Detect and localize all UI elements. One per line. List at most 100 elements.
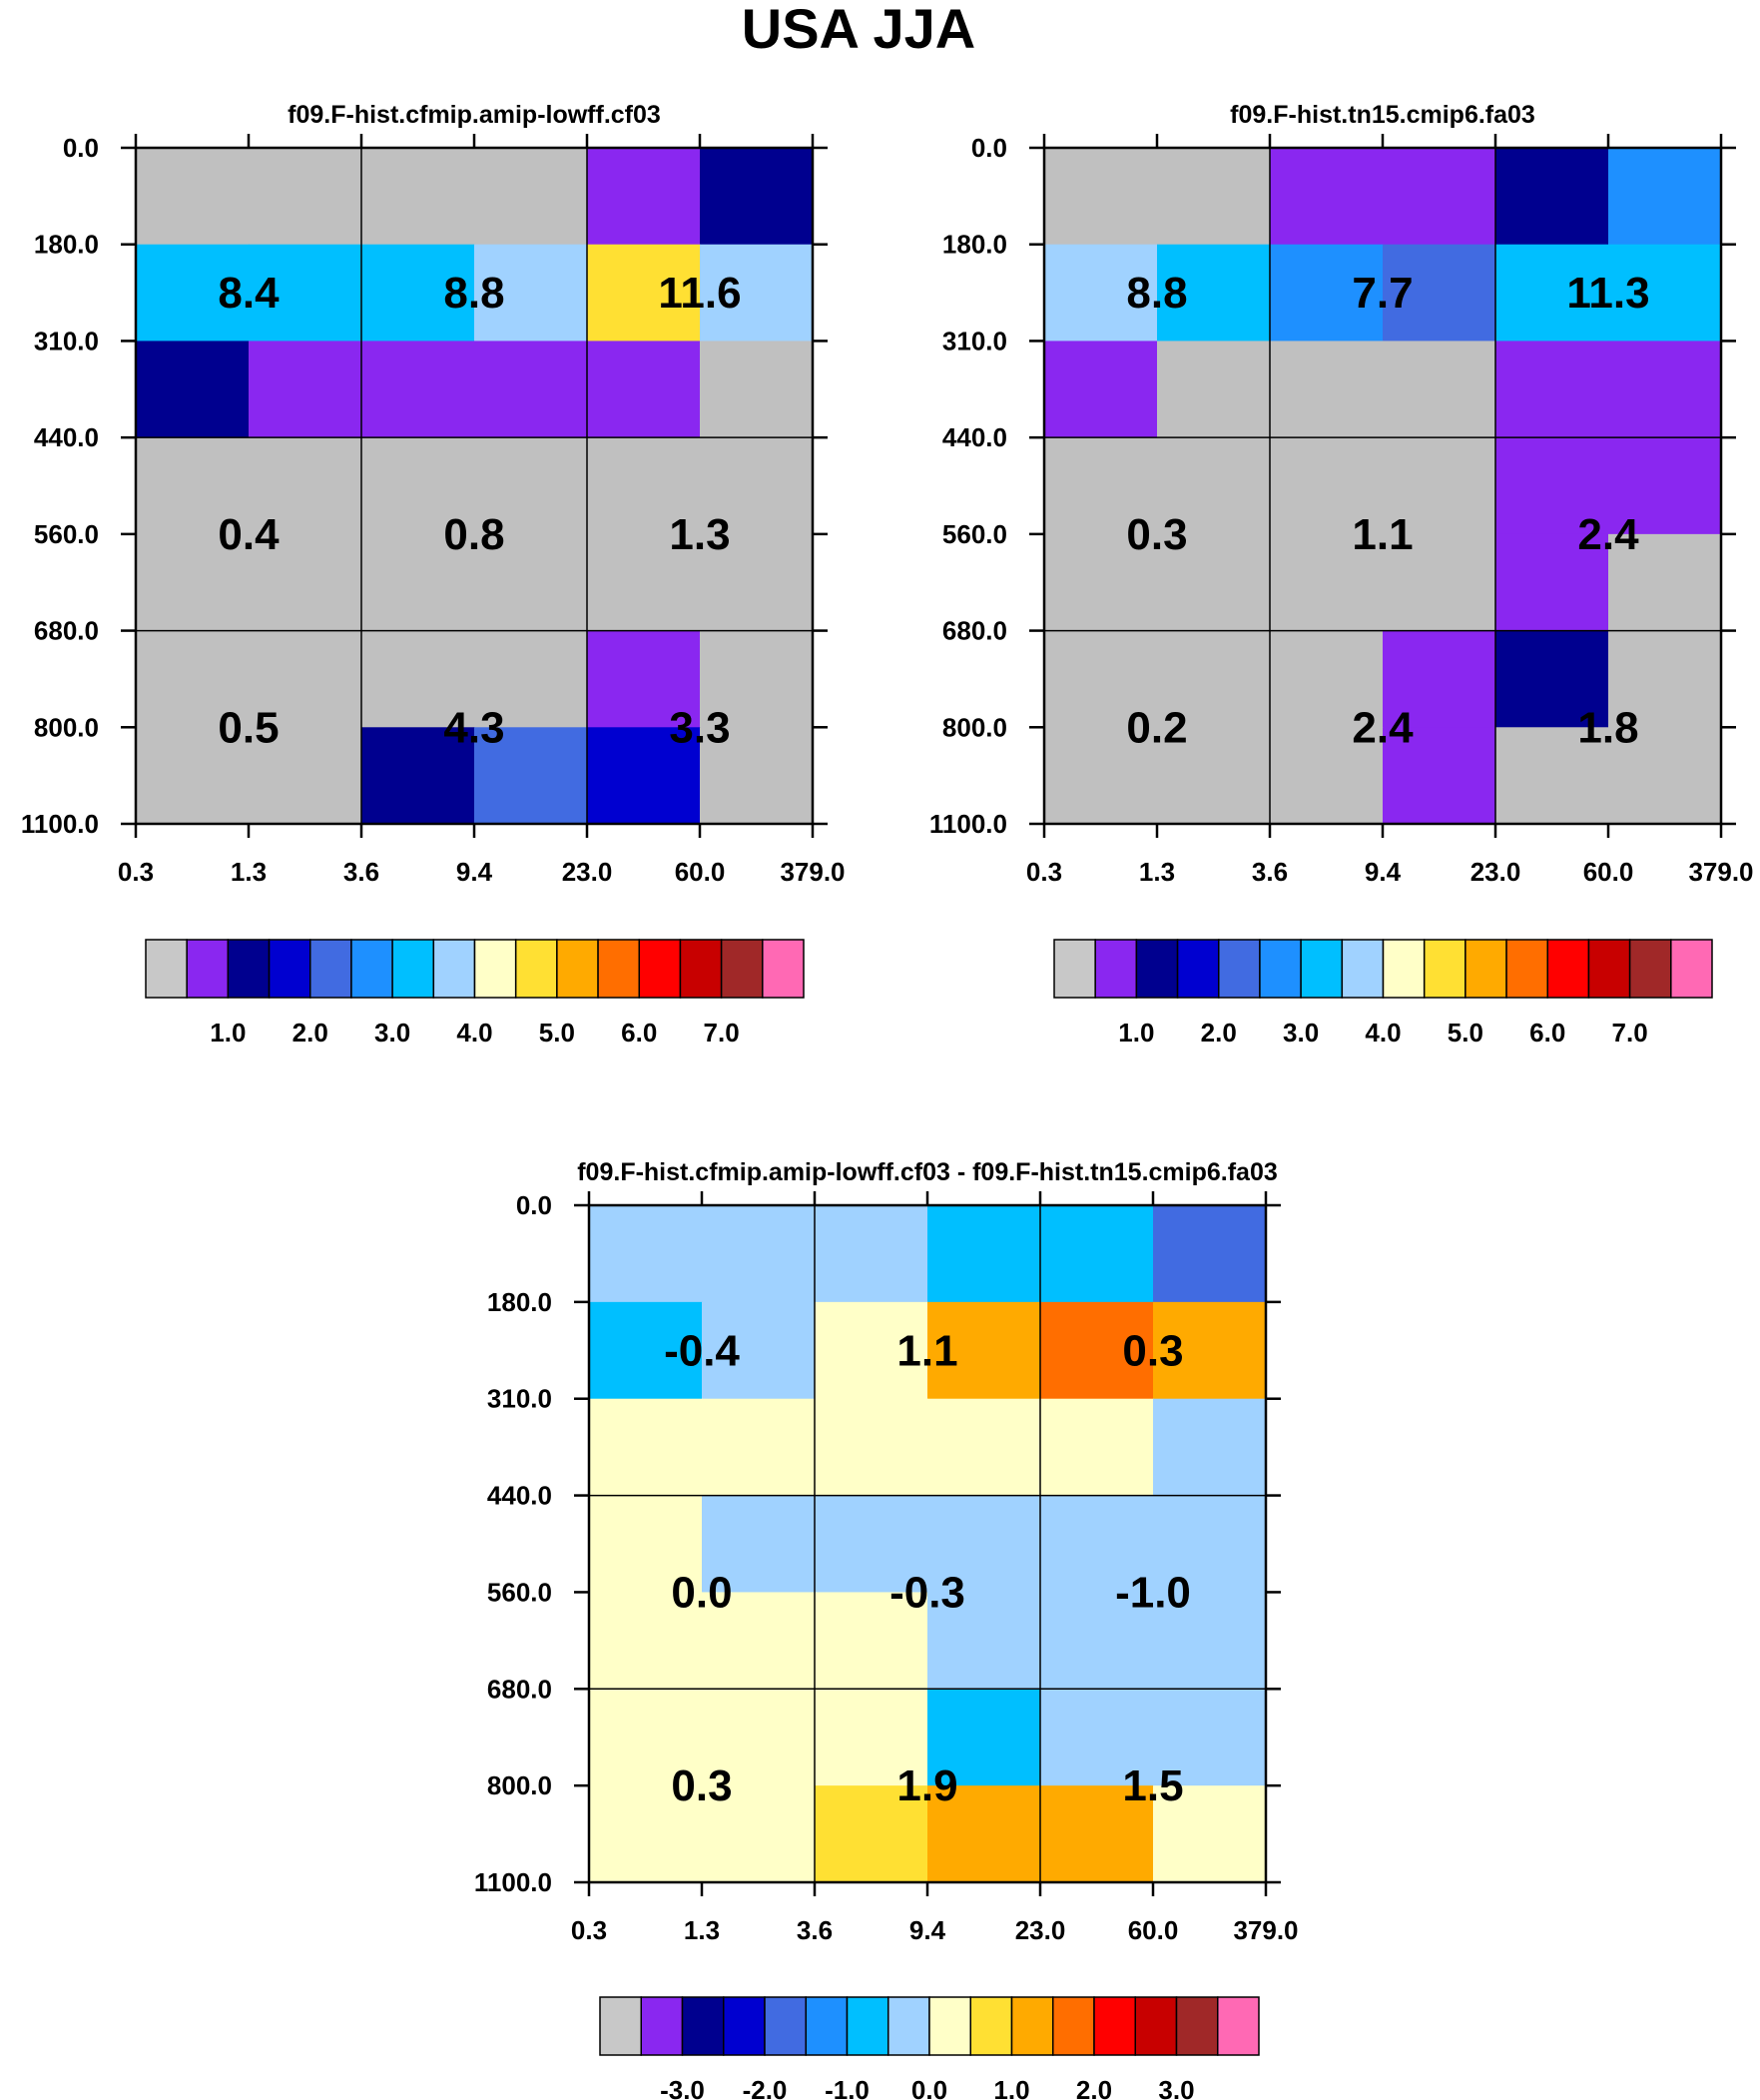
- colorbar-box: [887, 1996, 930, 2056]
- colorbar-box: [1587, 939, 1631, 999]
- colorbar-box: [1341, 939, 1385, 999]
- data-label: 8.8: [443, 269, 504, 318]
- data-label: 0.3: [1122, 1326, 1183, 1375]
- colorbar-box: [723, 1996, 766, 2056]
- heatmap-cell: [361, 244, 475, 343]
- x-tick-label: 0.3: [118, 857, 154, 887]
- heatmap-cell: [1495, 437, 1609, 535]
- colorbar-box: [1052, 1996, 1095, 2056]
- x-tick-label: 1.3: [684, 1915, 720, 1945]
- x-tick-label: 0.3: [571, 1915, 607, 1945]
- x-tick-label: 0.3: [1026, 857, 1062, 887]
- heatmap-cell: [1040, 1592, 1154, 1690]
- data-label: 2.4: [1577, 510, 1639, 559]
- panel-title: f09.F-hist.cfmip.amip-lowff.cf03 - f09.F…: [577, 1158, 1278, 1186]
- heatmap-cell: [1383, 148, 1496, 246]
- colorbar-box: [969, 1996, 1013, 2056]
- heatmap-cell: [474, 630, 588, 728]
- heatmap-cell: [1383, 727, 1496, 825]
- heatmap-cell: [1153, 1689, 1267, 1786]
- colorbar-box: [1175, 1996, 1219, 2056]
- x-tick-label: 1.3: [231, 857, 267, 887]
- heatmap-cell: [589, 1398, 703, 1497]
- heatmap-cell: [1157, 727, 1271, 825]
- heatmap-cell: [1495, 630, 1609, 728]
- colorbar-box: [1670, 939, 1713, 999]
- heatmap-cell: [1044, 437, 1158, 535]
- colorbar-tick-label: 5.0: [1448, 1018, 1483, 1048]
- heatmap-cell: [587, 533, 701, 632]
- colorbar-box: [1382, 939, 1426, 999]
- heatmap-cell: [1040, 1689, 1154, 1786]
- heatmap-cell: [1044, 148, 1158, 246]
- heatmap-cell: [361, 341, 475, 438]
- heatmap-cell: [587, 727, 701, 825]
- y-tick-label: 560.0: [942, 519, 1007, 549]
- data-label: 4.3: [443, 703, 504, 752]
- heatmap-cell: [1608, 533, 1722, 632]
- colorbar-box: [1423, 939, 1467, 999]
- heatmap-cell: [136, 437, 250, 535]
- y-tick-label: 310.0: [34, 326, 99, 355]
- heatmap-cell: [815, 1205, 928, 1303]
- colorbar-tick-label: 4.0: [456, 1018, 492, 1048]
- heatmap-cell: [1608, 244, 1722, 343]
- x-tick-label: 23.0: [1470, 857, 1521, 887]
- heatmap-cell: [589, 1785, 703, 1883]
- colorbar-box: [1465, 939, 1507, 999]
- heatmap-cell: [1383, 244, 1496, 343]
- heatmap-cell: [700, 437, 814, 535]
- heatmap-cell: [1270, 630, 1384, 728]
- y-tick-label: 1100.0: [474, 1867, 552, 1897]
- heatmap-cell: [136, 341, 250, 438]
- heatmap-cell: [1153, 1592, 1267, 1690]
- heatmap-cell: [927, 1785, 1041, 1883]
- colorbar-box: [350, 939, 393, 999]
- data-label: 3.3: [669, 703, 730, 752]
- y-tick-label: 180.0: [487, 1287, 552, 1317]
- y-tick-label: 0.0: [971, 133, 1007, 163]
- heatmap-cell: [702, 1785, 816, 1883]
- heatmap-cell: [136, 727, 250, 825]
- heatmap-cell: [1040, 1785, 1154, 1883]
- heatmap-cell: [1495, 341, 1609, 438]
- colorbar-box: [432, 939, 476, 999]
- colorbar-box: [764, 1996, 807, 2056]
- panel-title: f09.F-hist.tn15.cmip6.fa03: [1230, 101, 1535, 129]
- heatmap-cell: [815, 1689, 928, 1786]
- heatmap-cell: [249, 533, 362, 632]
- heatmap-cell: [700, 727, 814, 825]
- heatmap-cell: [1383, 341, 1496, 438]
- heatmap-cell: [815, 1495, 928, 1594]
- heatmap-cell: [249, 437, 362, 535]
- heatmap-cell: [361, 727, 475, 825]
- colorbar-box: [679, 939, 723, 999]
- heatmap-cell: [700, 630, 814, 728]
- heatmap-cell: [1608, 630, 1722, 728]
- heatmap-cell: [1040, 1205, 1154, 1303]
- heatmap-cell: [927, 1495, 1041, 1594]
- heatmap-cell: [1153, 1301, 1267, 1400]
- heatmap-cell: [589, 1301, 703, 1400]
- colorbar-box: [1135, 939, 1179, 999]
- heatmap-cell: [587, 437, 701, 535]
- colorbar-tick-label: -1.0: [825, 2075, 870, 2100]
- y-tick-label: 680.0: [487, 1674, 552, 1704]
- heatmap-cell: [361, 630, 475, 728]
- y-tick-label: 310.0: [487, 1384, 552, 1414]
- colorbar-box: [1094, 939, 1138, 999]
- colorbar-box: [268, 939, 311, 999]
- heatmap-cell: [1608, 727, 1722, 825]
- heatmap-cell: [1040, 1495, 1154, 1594]
- colorbar-tick-label: 3.0: [1283, 1018, 1319, 1048]
- data-label: 7.7: [1352, 269, 1413, 318]
- heatmap-cell: [927, 1592, 1041, 1690]
- heatmap-cell: [700, 533, 814, 632]
- data-label: 1.5: [1122, 1761, 1183, 1810]
- colorbar-box: [1218, 939, 1261, 999]
- colorbar-tick-label: 3.0: [374, 1018, 410, 1048]
- heatmap-cell: [587, 244, 701, 343]
- heatmap-cell: [474, 533, 588, 632]
- heatmap-cell: [1040, 1398, 1154, 1497]
- x-tick-label: 3.6: [797, 1915, 833, 1945]
